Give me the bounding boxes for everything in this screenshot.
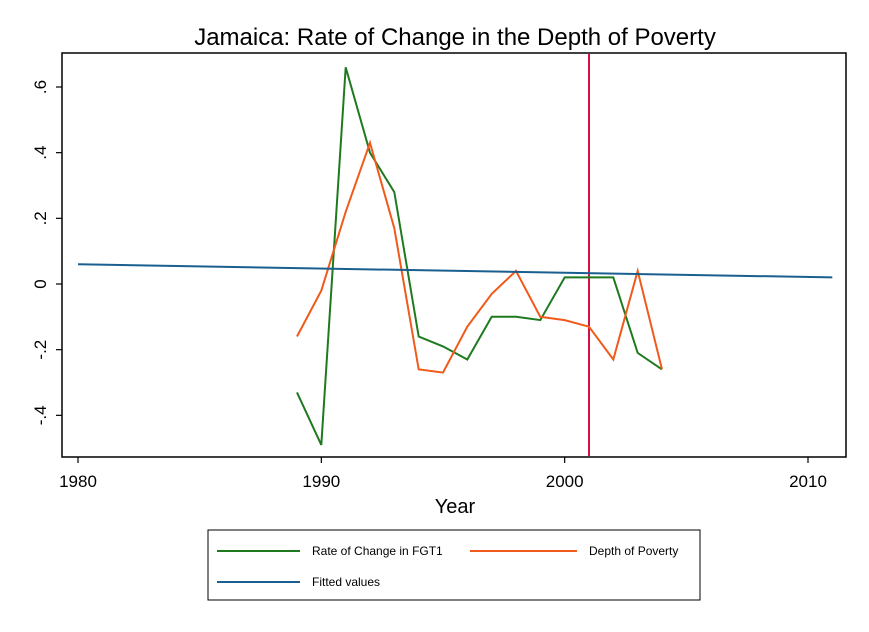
legend-box (207, 529, 701, 601)
y-tick-label: .4 (31, 146, 50, 160)
legend: Rate of Change in FGT1 Depth of Poverty Fi… (207, 529, 701, 601)
y-axis: -.4 -.2 0 .2 .4 .6 (31, 80, 62, 425)
x-axis-label: Year (435, 496, 476, 518)
y-tick-label: -.4 (31, 405, 50, 425)
y-tick-label: .2 (31, 211, 50, 225)
x-tick-label: 2010 (789, 472, 827, 491)
series-line-fitted-values (77, 263, 833, 279)
legend-label: Depth of Poverty (589, 544, 678, 558)
series-lines (77, 67, 833, 446)
chart-title: Jamaica: Rate of Change in the Depth of … (194, 24, 716, 51)
x-axis: 1980 1990 2000 2010 (59, 457, 827, 491)
y-tick-label: -.2 (31, 340, 50, 360)
x-tick-label: 1980 (59, 472, 97, 491)
legend-label: Fitted values (312, 575, 380, 589)
legend-label: Rate of Change in FGT1 (312, 544, 443, 558)
x-tick-label: 1990 (302, 472, 340, 491)
series-line-rate-of-change-in-fgt1 (296, 67, 663, 446)
plot-area-frame (61, 52, 847, 458)
x-tick-label: 2000 (546, 472, 584, 491)
y-tick-label: .6 (31, 80, 50, 94)
y-tick-label: 0 (31, 279, 50, 288)
series-line-depth-of-poverty (296, 139, 663, 374)
